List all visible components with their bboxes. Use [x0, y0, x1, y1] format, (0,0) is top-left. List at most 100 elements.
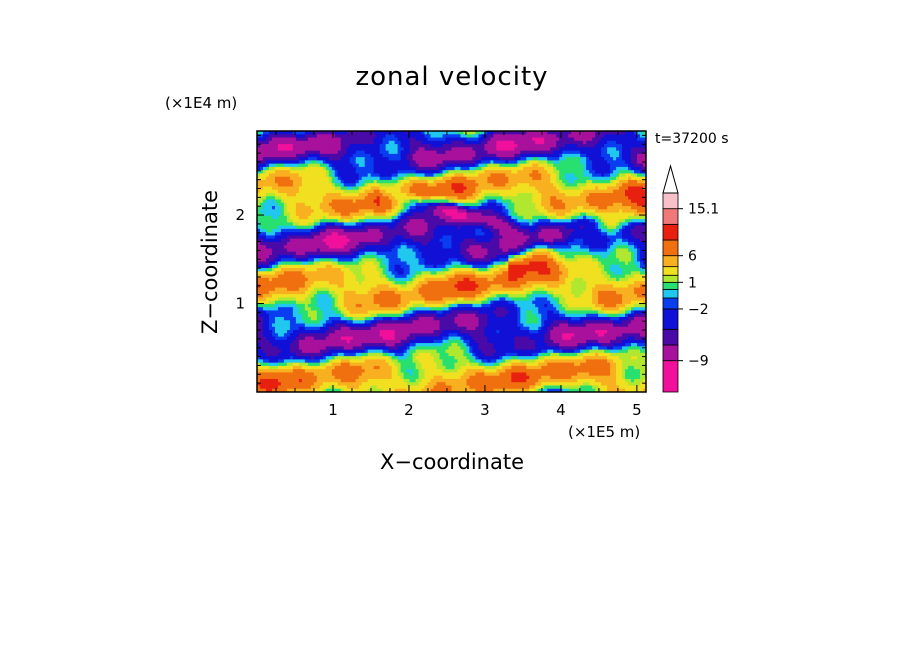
- field-cell: [268, 349, 273, 354]
- field-cell: [262, 271, 267, 276]
- field-cell: [295, 320, 300, 325]
- field-cell: [298, 222, 303, 227]
- field-cell: [283, 212, 288, 217]
- field-cell: [304, 330, 309, 334]
- field-cell: [298, 297, 303, 302]
- field-cell: [310, 225, 315, 230]
- field-cell: [265, 261, 270, 266]
- field-cell: [394, 369, 399, 374]
- field-cell: [349, 352, 354, 357]
- field-cell: [298, 245, 303, 250]
- field-cell: [367, 232, 372, 236]
- field-cell: [262, 222, 267, 227]
- field-cell: [322, 261, 327, 266]
- field-cell: [373, 375, 378, 380]
- field-cell: [340, 183, 345, 188]
- field-cell: [370, 199, 375, 204]
- field-cell: [397, 140, 402, 145]
- field-cell: [373, 261, 378, 266]
- field-cell: [340, 206, 345, 210]
- field-cell: [271, 352, 276, 357]
- field-cell: [379, 228, 384, 233]
- field-cell: [271, 274, 276, 279]
- field-cell: [286, 310, 291, 315]
- field-cell: [337, 297, 342, 302]
- field-cell: [289, 173, 294, 178]
- field-cell: [286, 215, 291, 220]
- field-cell: [373, 277, 378, 282]
- field-cell: [316, 297, 321, 302]
- field-cell: [364, 346, 369, 351]
- field-cell: [304, 137, 309, 142]
- field-cell: [313, 179, 318, 184]
- field-cell: [268, 385, 273, 390]
- field-cell: [349, 140, 354, 145]
- field-cell: [337, 219, 342, 223]
- field-cell: [322, 192, 327, 197]
- field-cell: [280, 222, 285, 227]
- field-cell: [286, 209, 291, 214]
- field-cell: [346, 330, 351, 334]
- field-cell: [322, 290, 327, 295]
- field-cell: [358, 320, 363, 325]
- field-cell: [385, 150, 390, 155]
- field-cell: [304, 192, 309, 197]
- field-cell: [289, 277, 294, 282]
- field-cell: [349, 372, 354, 377]
- field-cell: [283, 372, 288, 377]
- field-cell: [289, 375, 294, 380]
- field-cell: [277, 241, 282, 246]
- field-cell: [352, 199, 357, 204]
- field-cell: [355, 248, 360, 253]
- field-cell: [265, 241, 270, 246]
- field-cell: [289, 352, 294, 357]
- field-cell: [358, 199, 363, 204]
- field-cell: [265, 326, 270, 331]
- field-cell: [265, 186, 270, 191]
- field-cell: [391, 245, 396, 250]
- field-cell: [343, 320, 348, 325]
- field-cell: [346, 251, 351, 256]
- field-cell: [295, 248, 300, 253]
- field-cell: [355, 307, 360, 312]
- field-cell: [295, 228, 300, 233]
- field-cell: [328, 375, 333, 380]
- field-cell: [391, 343, 396, 347]
- field-cell: [283, 365, 288, 370]
- field-cell: [268, 134, 273, 139]
- field-cell: [391, 225, 396, 230]
- field-cell: [349, 375, 354, 380]
- field-cell: [295, 343, 300, 347]
- field-cell: [346, 163, 351, 168]
- field-cell: [331, 388, 336, 392]
- field-cell: [349, 349, 354, 354]
- field-cell: [307, 326, 312, 331]
- field-cell: [370, 385, 375, 390]
- field-cell: [334, 209, 339, 214]
- field-cell: [331, 343, 336, 347]
- field-cell: [259, 166, 264, 171]
- field-cell: [379, 206, 384, 210]
- field-cell: [280, 277, 285, 282]
- field-cell: [265, 140, 270, 145]
- field-cell: [298, 232, 303, 236]
- field-cell: [355, 232, 360, 236]
- field-cell: [316, 241, 321, 246]
- field-cell: [262, 241, 267, 246]
- field-cell: [391, 189, 396, 194]
- field-cell: [295, 202, 300, 207]
- field-cell: [340, 294, 345, 298]
- field-cell: [373, 310, 378, 315]
- field-cell: [370, 202, 375, 207]
- field-cell: [265, 320, 270, 325]
- field-cell: [376, 189, 381, 194]
- field-cell: [313, 382, 318, 387]
- field-cell: [304, 147, 309, 152]
- field-cell: [301, 206, 306, 210]
- field-cell: [313, 352, 318, 357]
- field-cell: [313, 189, 318, 194]
- field-cell: [334, 300, 339, 305]
- field-cell: [259, 284, 264, 289]
- field-cell: [379, 144, 384, 148]
- field-cell: [265, 281, 270, 285]
